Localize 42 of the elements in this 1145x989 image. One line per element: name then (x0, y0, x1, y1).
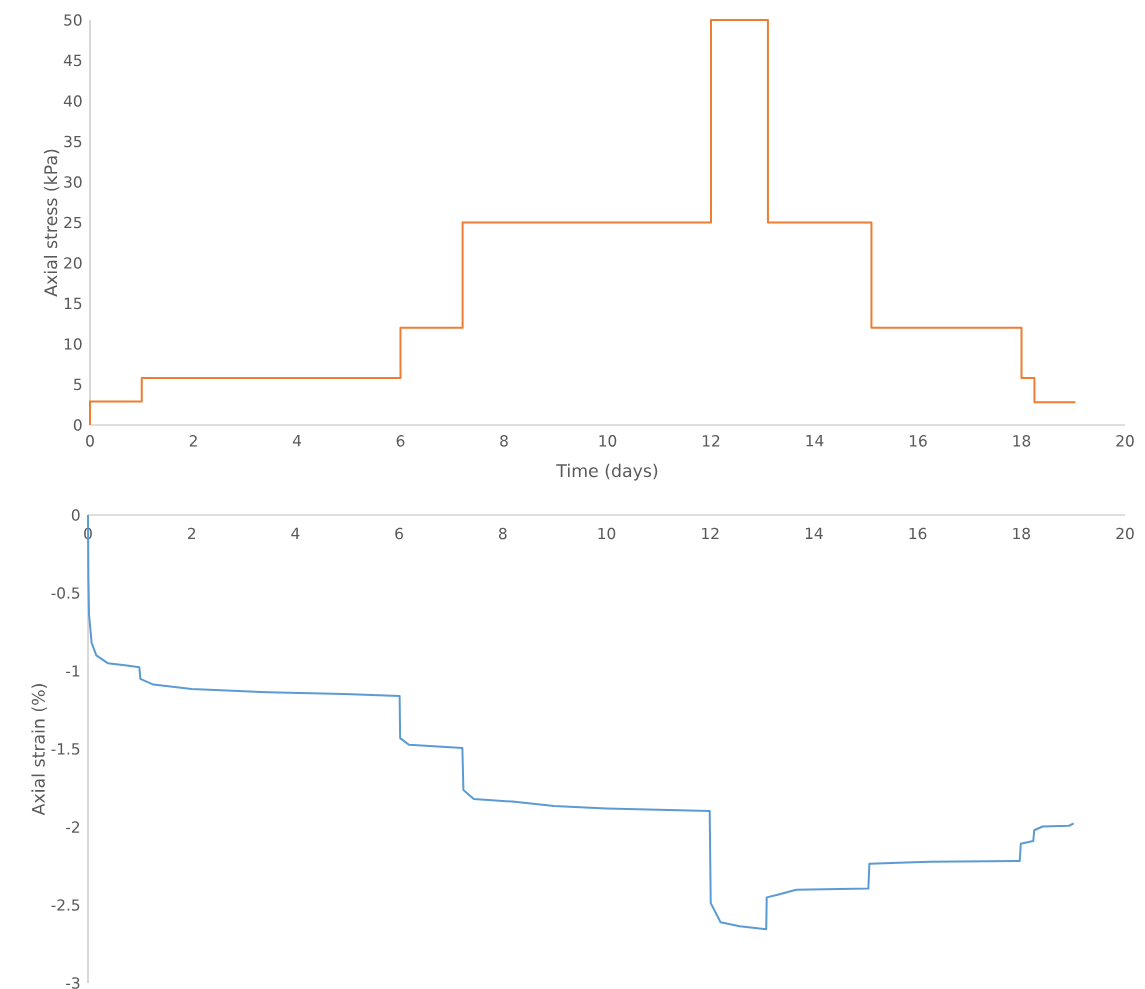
x-tick-label: 10 (598, 527, 616, 540)
y-tick-label: -0.5 (51, 587, 80, 599)
x-tick-label: 2 (187, 527, 196, 540)
y-tick-label: 30 (64, 176, 82, 188)
x-tick-label: 0 (86, 435, 94, 447)
y-tick-label: -1 (66, 665, 80, 677)
y-tick-label: 0 (73, 419, 82, 431)
x-tick-label: 12 (702, 527, 719, 540)
y-tick-label: -2.5 (51, 899, 80, 911)
y-tick-label: 35 (64, 135, 82, 148)
x-axis-title: Time (days) (556, 463, 658, 481)
y-tick-label: -3 (66, 977, 80, 989)
x-tick-label: 20 (1116, 435, 1134, 447)
y-tick-label: -2 (66, 821, 80, 833)
y-tick-label: 40 (63, 95, 82, 107)
y-tick-label: 25 (64, 216, 82, 229)
x-tick-label: 6 (396, 435, 405, 447)
x-tick-label: 18 (1013, 435, 1031, 447)
x-tick-label: 14 (805, 527, 823, 539)
x-tick-label: 16 (909, 527, 927, 540)
x-tick-label: 14 (806, 435, 824, 447)
y-tick-label: 20 (64, 257, 82, 269)
y-axis-title: Axial stress (kPa) (43, 149, 60, 297)
y-tick-label: -1.5 (51, 743, 80, 755)
y-tick-label: 5 (74, 378, 82, 391)
y-tick-label: 15 (64, 297, 82, 310)
x-tick-label: 20 (1116, 527, 1134, 540)
x-tick-label: 10 (599, 435, 617, 447)
x-tick-label: 12 (702, 435, 720, 447)
x-tick-label: 8 (498, 527, 507, 540)
x-tick-label: 4 (292, 435, 302, 447)
x-tick-label: 4 (291, 527, 300, 539)
x-tick-label: 8 (500, 435, 508, 447)
y-tick-label: 0 (71, 509, 80, 521)
x-tick-label: 18 (1013, 527, 1031, 540)
y-tick-label: 10 (64, 338, 82, 350)
y-axis-title: Axial strain (%) (31, 684, 47, 816)
x-tick-label: 6 (395, 527, 404, 540)
y-tick-label: 45 (63, 54, 82, 67)
y-tick-label: 50 (64, 14, 82, 26)
x-tick-label: 2 (189, 435, 197, 447)
x-tick-label: 16 (909, 435, 927, 447)
